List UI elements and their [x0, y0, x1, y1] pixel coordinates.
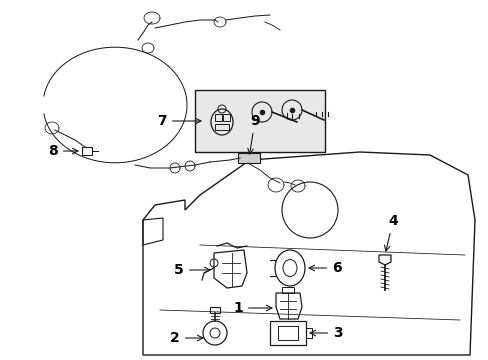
Bar — [269, 321, 305, 345]
Text: 5: 5 — [174, 263, 209, 277]
Text: 7: 7 — [157, 114, 201, 128]
Bar — [282, 287, 293, 293]
Text: 1: 1 — [233, 301, 271, 315]
Text: 3: 3 — [309, 326, 342, 340]
Text: 4: 4 — [384, 214, 397, 251]
Text: 2: 2 — [170, 331, 203, 345]
Bar — [82, 147, 92, 155]
Bar — [215, 114, 222, 121]
Text: 6: 6 — [308, 261, 341, 275]
Bar — [195, 90, 325, 152]
Text: 9: 9 — [247, 114, 259, 154]
Bar — [278, 326, 297, 340]
Bar — [238, 153, 260, 163]
Bar — [209, 307, 220, 313]
Bar — [223, 114, 229, 121]
Text: 8: 8 — [48, 144, 78, 158]
Bar — [215, 124, 228, 130]
